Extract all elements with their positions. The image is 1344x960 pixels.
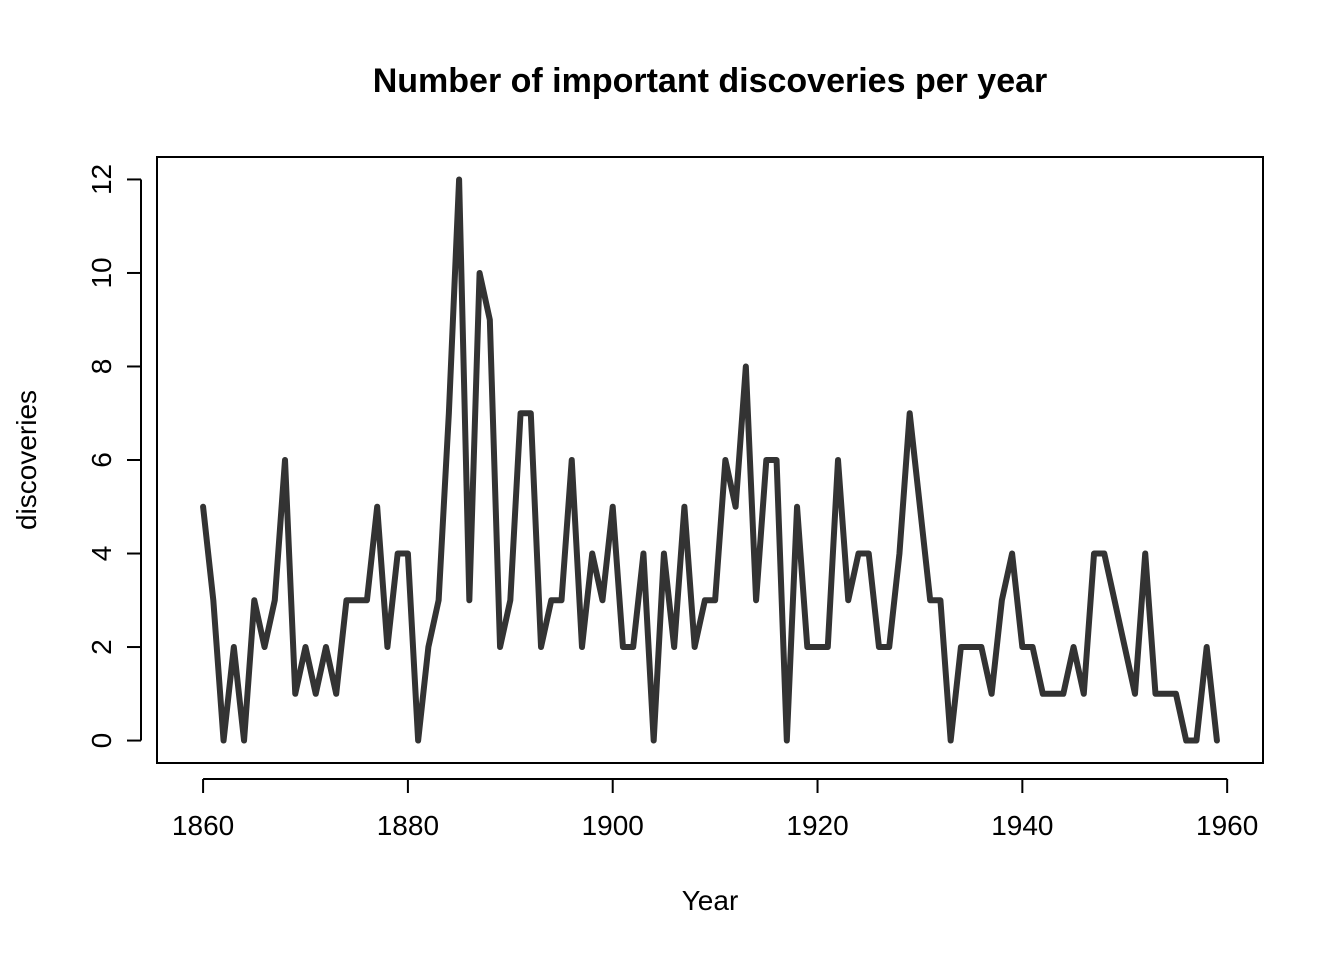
y-tick-label: 6 xyxy=(86,452,117,468)
series-line xyxy=(200,176,1220,744)
x-tick-label: 1920 xyxy=(786,810,848,841)
x-tick-label: 1900 xyxy=(582,810,644,841)
x-axis: 1860 1880 1900 1920 1940 1960 xyxy=(172,778,1258,841)
y-tick-label: 10 xyxy=(86,257,117,288)
y-axis: 0 2 4 6 8 10 12 xyxy=(86,164,142,749)
y-tick-label: 0 xyxy=(86,733,117,749)
x-tick-label: 1960 xyxy=(1196,810,1258,841)
y-tick-label: 4 xyxy=(86,546,117,562)
series-group xyxy=(200,176,1220,744)
y-tick-label: 12 xyxy=(86,164,117,195)
x-tick-label: 1940 xyxy=(991,810,1053,841)
chart-title: Number of important discoveries per year xyxy=(373,62,1048,100)
y-tick-label: 2 xyxy=(86,639,117,655)
x-tick-label: 1880 xyxy=(377,810,439,841)
plot-frame xyxy=(156,156,1264,764)
x-tick-label: 1860 xyxy=(172,810,234,841)
x-axis-label: Year xyxy=(682,885,739,916)
y-axis-label: discoveries xyxy=(11,390,42,530)
y-tick-label: 8 xyxy=(86,359,117,375)
